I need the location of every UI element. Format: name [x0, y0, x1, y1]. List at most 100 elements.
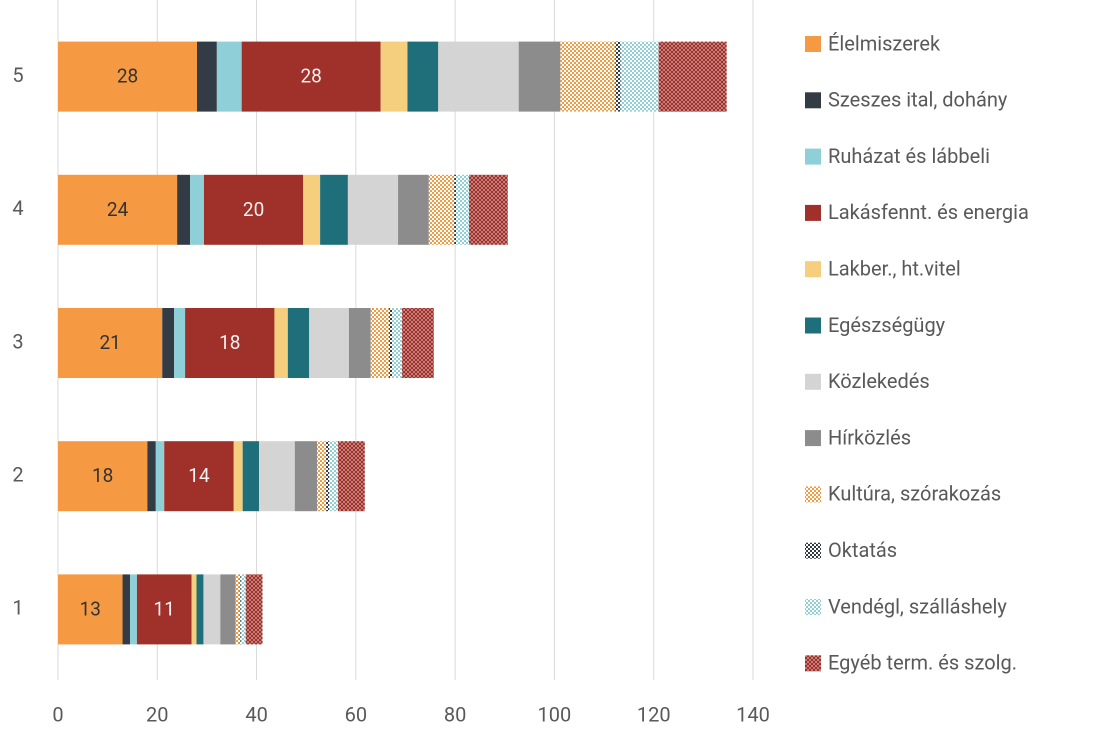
bar-segment [518, 41, 561, 112]
bar-segment [58, 41, 197, 112]
bar-segment [309, 308, 349, 378]
x-tick-label: 140 [736, 702, 770, 726]
bar-segment [294, 441, 318, 512]
bar-segment [456, 174, 470, 245]
data-label: 24 [107, 198, 129, 221]
legend-swatch [805, 148, 821, 165]
bar-segment [197, 41, 217, 112]
bar-segment [122, 574, 130, 645]
bar-segment [162, 308, 175, 378]
bar-segment [615, 41, 621, 112]
bar-segment [203, 574, 221, 645]
bar-segment [402, 308, 434, 378]
y-tick-label: 3 [12, 329, 23, 353]
bar-segment [620, 41, 659, 112]
legend-swatch [805, 655, 821, 672]
legend-label: Szeszes ital, dohány [828, 88, 1008, 112]
data-label: 14 [188, 464, 210, 487]
bar-segment [469, 174, 508, 245]
bar-segment [233, 441, 243, 512]
bar-segment [216, 41, 242, 112]
bar-segment [317, 441, 327, 512]
bar-segment [240, 574, 246, 645]
legend-label: Egyéb term. és szolg. [828, 651, 1017, 675]
bar-segment [155, 441, 165, 512]
legend-swatch [805, 261, 821, 278]
bar-segment [454, 174, 457, 245]
bar-segment [658, 41, 727, 112]
x-tick-label: 60 [345, 702, 367, 726]
bar-segment [303, 174, 321, 245]
legend-swatch [805, 92, 821, 109]
legend-label: Ruházat és lábbeli [828, 144, 990, 168]
bar-segment [58, 574, 123, 645]
legend-label: Lakber., ht.vitel [828, 256, 961, 280]
y-tick-label: 2 [12, 462, 23, 486]
bar-segment [259, 441, 295, 512]
bar-segment [220, 574, 236, 645]
data-label: 21 [99, 331, 120, 354]
legend-label: Élelmiszerek [828, 31, 941, 55]
x-tick-label: 20 [146, 702, 168, 726]
bar-segment [191, 574, 197, 645]
bar-segment [190, 174, 204, 245]
bar-segment [407, 41, 439, 112]
data-label: 28 [117, 65, 138, 88]
bar-segment [287, 308, 310, 378]
y-tick-label: 5 [12, 63, 23, 87]
bar-segment [347, 174, 399, 245]
legend-swatch [805, 204, 821, 221]
y-tick-label: 4 [12, 196, 23, 220]
legend-label: Egészségügy [828, 313, 946, 337]
bar-segment [370, 308, 390, 378]
bar-segment [136, 574, 192, 645]
bar-segment [438, 41, 519, 112]
bar-segment [241, 41, 381, 112]
x-tick-label: 40 [245, 702, 267, 726]
data-label: 20 [243, 198, 264, 221]
legend-swatch [805, 317, 821, 334]
legend-swatch [805, 542, 821, 559]
x-tick-label: 80 [444, 702, 466, 726]
bar-segment [242, 441, 260, 512]
x-tick-label: 100 [538, 702, 572, 726]
y-tick-label: 1 [12, 596, 23, 620]
bar-segment [320, 174, 348, 245]
bar-segment [58, 441, 148, 512]
legend-label: Hírközlés [828, 425, 911, 449]
bar-segment [185, 308, 275, 378]
data-label: 28 [300, 65, 321, 88]
legend-label: Közlekedés [828, 369, 930, 393]
legend-swatch [805, 599, 821, 615]
bar-segment [560, 41, 616, 112]
bar-segment [239, 574, 241, 645]
bar-segment [58, 174, 178, 245]
bar-segment [147, 441, 156, 512]
x-tick-label: 0 [52, 702, 63, 726]
bar-segment [235, 574, 240, 645]
data-label: 11 [154, 597, 175, 620]
bar-segment [337, 441, 365, 512]
x-tick-label: 120 [637, 702, 671, 726]
bar-segment [380, 41, 408, 112]
bar-segment [174, 308, 186, 378]
legend-label: Lakásfennt. és energia [828, 200, 1029, 224]
bar-segment [245, 574, 263, 645]
bar-segment [392, 308, 403, 378]
legend-swatch [805, 373, 821, 390]
bar-segment [177, 174, 191, 245]
bar-segment [428, 174, 455, 245]
bar-segment [398, 174, 429, 245]
bar-segment [389, 308, 393, 378]
legend-label: Oktatás [828, 538, 897, 562]
bar-segment [164, 441, 234, 512]
legend-swatch [805, 430, 821, 447]
bar-segment [129, 574, 137, 645]
bar-segment [203, 174, 304, 245]
data-label: 13 [80, 597, 101, 620]
legend-swatch [805, 36, 821, 52]
bar-segment [274, 308, 288, 378]
legend-label: Kultúra, szórakozás [828, 482, 1001, 506]
